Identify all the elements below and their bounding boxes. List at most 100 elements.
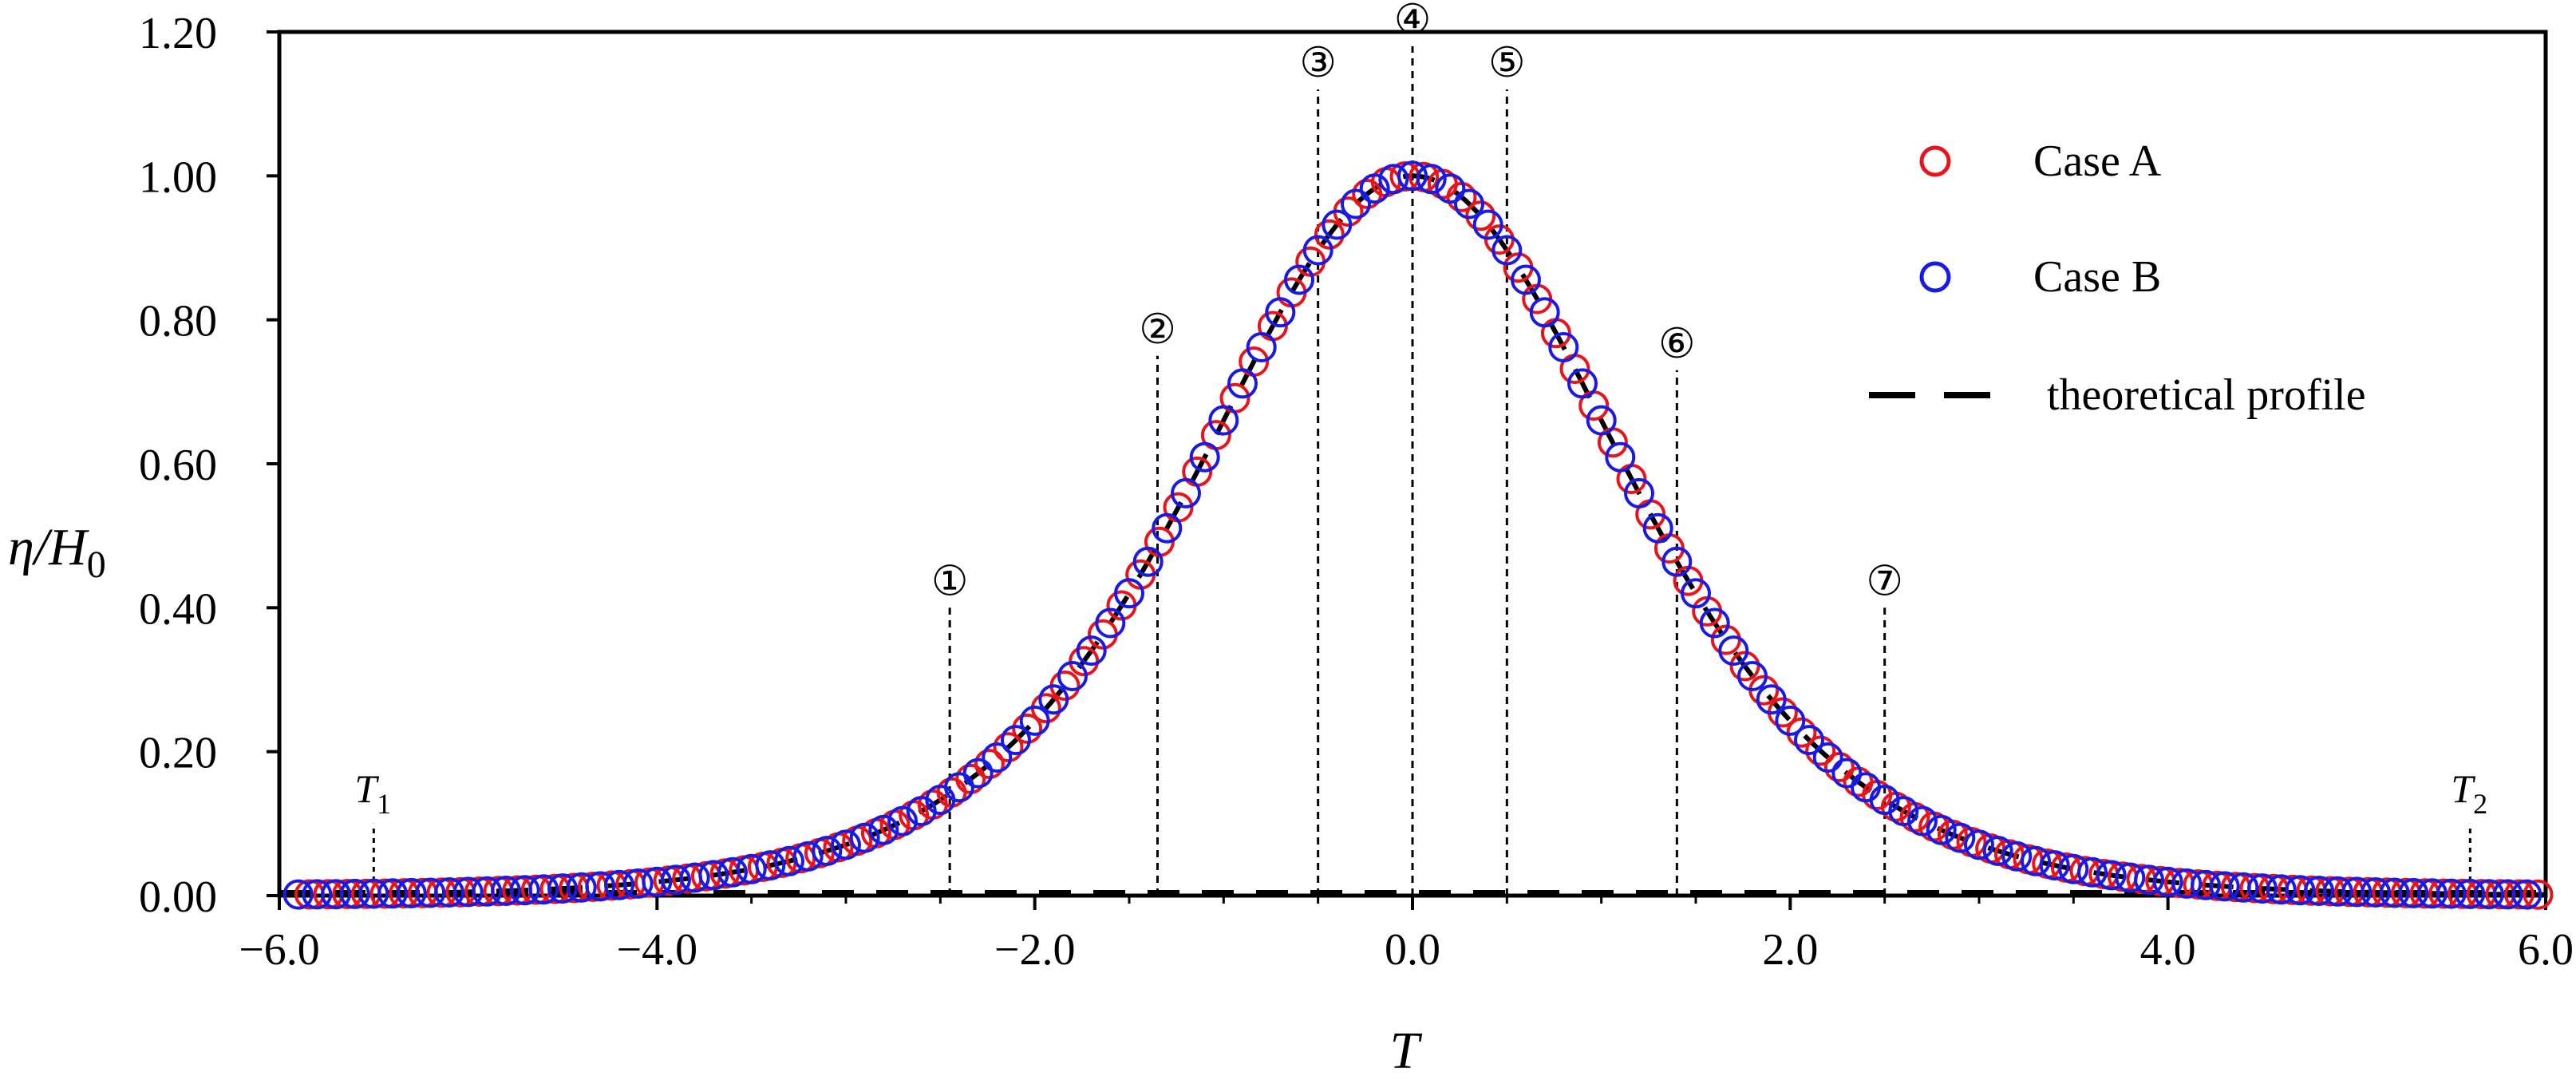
data-point	[868, 814, 899, 845]
data-point	[2436, 878, 2467, 909]
data-point	[2304, 876, 2334, 906]
data-point	[472, 876, 503, 907]
data-point	[452, 876, 484, 908]
legend-marker-case-b	[1919, 261, 1951, 293]
x-tick-label: 6.0	[2518, 925, 2574, 975]
y-tick-label: 1.20	[139, 9, 217, 58]
data-point	[2077, 856, 2108, 888]
phase-marker-label: ②	[1139, 307, 1176, 353]
t-marker-subscript: 2	[2473, 788, 2487, 820]
t-marker-subscript: 1	[377, 788, 391, 820]
data-point	[1019, 705, 1050, 736]
data-point	[1982, 836, 2013, 866]
data-point	[1265, 297, 1296, 328]
data-point	[1341, 188, 1371, 220]
data-point	[1397, 160, 1428, 192]
data-point	[1529, 297, 1560, 328]
data-point	[774, 845, 804, 876]
data-point	[1171, 477, 1201, 508]
data-point	[2503, 879, 2535, 910]
data-point	[1945, 822, 1976, 853]
data-point	[1907, 805, 1938, 837]
x-tick-label: 0.0	[1385, 925, 1440, 975]
data-point	[1416, 164, 1447, 195]
legend: Case A Case B theoretical profile	[1869, 136, 2366, 420]
data-point	[1964, 829, 1994, 860]
data-point	[1775, 705, 1806, 736]
data-point	[321, 879, 351, 910]
data-point	[1314, 219, 1345, 250]
y-tick-label: 0.80	[139, 297, 217, 346]
phase-marker-label: ⑦	[1866, 559, 1903, 604]
data-point	[698, 860, 729, 891]
data-point	[1076, 635, 1107, 667]
y-axis-tick-labels: 0.00 0.20 0.40 0.60 0.80 1.00 1.20	[139, 9, 217, 922]
data-point	[2152, 866, 2183, 897]
data-point	[1038, 684, 1069, 715]
data-point	[1511, 264, 1541, 295]
y-axis-title-subscript: 0	[87, 544, 106, 586]
data-point	[358, 878, 389, 909]
data-point	[2171, 868, 2203, 899]
phase-marker-label: ⑤	[1488, 41, 1526, 86]
phase-marker-label: ⑥	[1658, 322, 1696, 367]
x-tick-label: −2.0	[994, 925, 1076, 975]
data-point	[2492, 879, 2523, 910]
data-point	[2417, 878, 2448, 909]
data-point	[585, 871, 616, 902]
data-point	[1208, 405, 1239, 436]
data-point	[377, 878, 408, 909]
data-point	[302, 879, 333, 910]
legend-label-case-a: Case A	[2033, 136, 2162, 186]
x-axis-tick-labels: −6.0 −4.0 −2.0 0.0 2.0 4.0 6.0	[239, 925, 2574, 975]
phase-marker-lines	[372, 46, 2471, 896]
data-point	[1132, 546, 1164, 577]
data-point	[1567, 368, 1598, 399]
data-point	[2001, 841, 2033, 872]
data-point	[2021, 845, 2051, 876]
data-point	[1661, 546, 1693, 577]
data-point	[2096, 860, 2127, 891]
data-point	[1302, 235, 1333, 266]
x-axis-title: T	[1390, 1022, 1423, 1080]
data-point	[2379, 877, 2410, 908]
data-point	[755, 850, 786, 881]
phase-marker-label: ④	[1394, 0, 1432, 43]
data-point	[1548, 332, 1579, 362]
data-point	[415, 877, 446, 908]
data-point	[1624, 477, 1654, 508]
data-point	[1001, 725, 1031, 756]
data-point	[1246, 332, 1277, 362]
phase-marker-label: ①	[931, 559, 969, 604]
data-point	[1114, 578, 1144, 609]
data-point	[2285, 875, 2316, 906]
data-point	[604, 869, 634, 900]
y-tick-label: 0.60	[139, 441, 217, 490]
data-point	[887, 805, 918, 837]
data-point	[1472, 209, 1503, 240]
data-point	[1012, 713, 1043, 744]
data-point	[1805, 735, 1836, 766]
data-point	[1888, 796, 1919, 827]
t-marker-label: T2	[2451, 766, 2487, 820]
data-point	[642, 866, 673, 897]
data-point	[1465, 200, 1496, 231]
data-point	[1095, 607, 1126, 639]
data-point	[2115, 862, 2146, 893]
data-point	[1359, 173, 1390, 204]
data-point	[1794, 725, 1824, 756]
data-point	[831, 829, 861, 860]
data-point	[2511, 879, 2542, 910]
data-point	[2191, 869, 2221, 900]
data-point	[993, 732, 1024, 763]
x-tick-label: −4.0	[617, 925, 698, 975]
y-axis-title: η/H0	[8, 518, 106, 586]
data-point	[2039, 850, 2070, 881]
data-point	[1756, 684, 1787, 715]
data-point	[982, 742, 1013, 773]
data-point	[2134, 864, 2164, 896]
legend-label-case-b: Case B	[2033, 252, 2161, 302]
data-point	[1737, 661, 1768, 691]
data-point	[792, 841, 824, 872]
legend-label-theory: theoretical profile	[2047, 370, 2366, 420]
